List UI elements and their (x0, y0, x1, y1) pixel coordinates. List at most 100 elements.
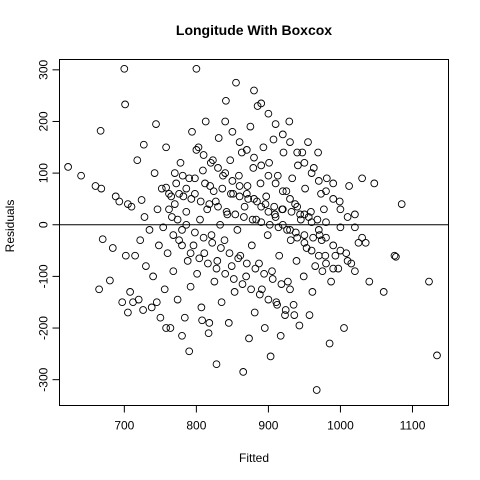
data-point (156, 313, 165, 322)
data-point (222, 207, 231, 216)
y-axis-label: Residuals (3, 200, 17, 253)
data-point (95, 285, 103, 294)
data-point (214, 134, 223, 142)
data-point (390, 251, 399, 260)
data-point (210, 277, 219, 286)
data-point (172, 179, 181, 188)
data-point (264, 171, 273, 180)
data-point (234, 254, 243, 263)
data-point (271, 213, 280, 221)
data-point (262, 192, 271, 201)
data-point (214, 202, 222, 211)
data-point (235, 138, 244, 146)
data-point (289, 300, 298, 309)
data-point (322, 187, 330, 196)
data-point (284, 277, 292, 286)
data-point (224, 319, 233, 327)
data-point (247, 241, 256, 250)
data-point (307, 207, 315, 216)
data-point (236, 251, 245, 260)
data-point (425, 277, 433, 286)
data-point (281, 306, 290, 314)
data-point (230, 288, 239, 296)
data-point (179, 192, 188, 201)
data-point (311, 262, 320, 270)
data-point (178, 331, 186, 340)
data-point (233, 226, 242, 234)
data-point (258, 285, 266, 294)
data-point (232, 78, 240, 87)
data-point (291, 200, 299, 208)
data-point (199, 151, 208, 159)
data-point (120, 64, 129, 73)
data-point (329, 241, 338, 250)
data-point (209, 187, 218, 196)
data-point (189, 241, 198, 250)
data-point (329, 264, 338, 273)
data-point (139, 140, 148, 149)
y-tick-label: 0 (37, 221, 51, 228)
data-point (269, 135, 278, 144)
data-point (351, 223, 359, 232)
data-point (206, 158, 215, 167)
data-point (351, 210, 359, 219)
data-point (169, 231, 178, 239)
x-tick-label: 900 (258, 419, 278, 433)
data-point (228, 177, 237, 185)
data-point (296, 210, 304, 219)
data-point (263, 231, 272, 239)
data-point (249, 164, 258, 172)
y-axis: -300 -200 -100 0 100 200 300 (37, 59, 60, 392)
data-point (201, 117, 210, 126)
data-point (257, 99, 266, 108)
data-point (309, 233, 317, 242)
data-point (193, 269, 201, 278)
data-point (325, 339, 334, 348)
data-point (314, 251, 323, 260)
data-point (237, 148, 246, 157)
data-point (361, 238, 370, 247)
data-point (204, 259, 212, 268)
data-point (268, 275, 277, 283)
data-point (199, 233, 208, 242)
data-point (188, 127, 196, 136)
data-point (318, 267, 327, 276)
data-point (204, 329, 213, 338)
data-point (276, 331, 285, 340)
data-point (266, 352, 275, 361)
data-point (340, 324, 348, 332)
data-point (180, 313, 189, 322)
data-point (194, 143, 203, 152)
data-point (271, 120, 280, 128)
data-point (278, 187, 287, 196)
data-point (317, 236, 326, 245)
data-point (197, 303, 206, 312)
data-point (229, 275, 238, 283)
data-point (178, 241, 186, 250)
data-point (169, 267, 178, 276)
data-points (64, 64, 441, 394)
data-point (264, 207, 273, 216)
data-point (198, 316, 206, 325)
data-point (182, 220, 191, 229)
data-point (283, 226, 291, 234)
data-point (314, 177, 323, 185)
data-point (322, 233, 330, 242)
data-point (322, 259, 330, 268)
data-point (208, 238, 217, 247)
data-point (304, 138, 312, 146)
data-point (242, 189, 251, 198)
data-point (163, 249, 172, 258)
data-point (320, 205, 328, 214)
data-point (108, 244, 117, 252)
data-point (139, 306, 147, 314)
data-point (173, 215, 182, 224)
data-point (296, 215, 305, 224)
data-point (129, 298, 137, 307)
data-point (308, 288, 317, 296)
data-point (260, 324, 269, 332)
y-tick-label: -300 (37, 367, 51, 391)
data-point (235, 171, 243, 180)
data-point (286, 195, 294, 203)
data-point (273, 171, 282, 180)
